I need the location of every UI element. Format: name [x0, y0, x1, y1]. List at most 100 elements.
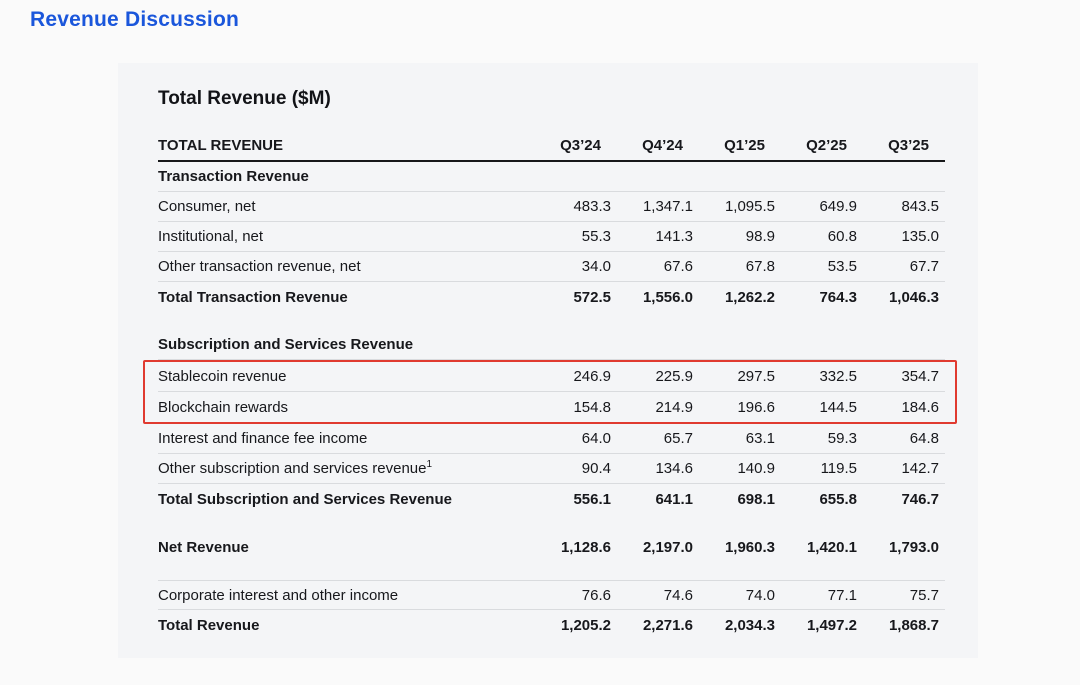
row-label: Total Revenue [158, 616, 260, 634]
row-label: Transaction Revenue [158, 168, 309, 185]
row-label: Total Subscription and Services Revenue [158, 490, 452, 508]
row-label: Other transaction revenue, net [158, 258, 361, 275]
value-cell: 134.6 [655, 460, 693, 477]
value-cell: 60.8 [827, 228, 857, 245]
value-cell: 297.5 [737, 368, 775, 385]
column-header-q3-25: Q3’25 [888, 136, 929, 154]
value-cell: 90.4 [581, 460, 611, 477]
value-cell: 2,271.6 [642, 616, 693, 634]
value-cell: 67.6 [663, 258, 693, 275]
value-cell: 154.8 [573, 398, 611, 416]
value-cell: 2,197.0 [642, 538, 693, 556]
value-cell: 698.1 [737, 490, 775, 508]
table-header-row: TOTAL REVENUE Q3’24 Q4’24 Q1’25 Q2’25 Q3… [158, 130, 945, 162]
value-cell: 649.9 [819, 198, 857, 215]
table-row: Total Subscription and Services Revenue 5… [158, 484, 945, 514]
row-label: Consumer, net [158, 198, 256, 215]
row-spacer [158, 312, 945, 330]
value-cell: 1,497.2 [806, 616, 857, 634]
value-cell: 655.8 [819, 490, 857, 508]
value-cell: 246.9 [573, 368, 611, 385]
value-cell: 764.3 [819, 288, 857, 306]
value-cell: 135.0 [901, 228, 939, 245]
value-cell: 59.3 [827, 430, 857, 447]
table-row: Net Revenue 1,128.6 2,197.0 1,960.3 1,420.1 1… [158, 532, 945, 562]
value-cell: 1,046.3 [888, 288, 939, 306]
value-cell: 140.9 [737, 460, 775, 477]
value-cell: 1,128.6 [560, 538, 611, 556]
value-cell: 144.5 [819, 398, 857, 416]
row-label: Subscription and Services Revenue [158, 336, 414, 353]
value-cell: 119.5 [820, 460, 857, 477]
value-cell: 572.5 [573, 288, 611, 306]
table-row: Subscription and Services Revenue [158, 330, 945, 360]
value-cell: 141.3 [655, 228, 693, 245]
value-cell: 332.5 [819, 368, 857, 385]
highlight-box: Stablecoin revenue 246.9 225.9 297.5 332.5 35… [143, 360, 957, 424]
value-cell: 77.1 [827, 586, 857, 604]
value-cell: 75.7 [909, 586, 939, 604]
value-cell: 53.5 [827, 258, 857, 275]
value-cell: 483.3 [573, 198, 611, 215]
table-row: Transaction Revenue [158, 162, 945, 192]
row-label: Other subscription and services revenue1 [158, 459, 433, 478]
value-cell: 1,095.5 [724, 198, 775, 215]
table-row: Blockchain rewards 154.8 214.9 196.6 144.5 18… [158, 392, 945, 422]
value-cell: 55.3 [581, 228, 611, 245]
table-row: Other transaction revenue, net 34.0 67.6 67… [158, 252, 945, 282]
table-row: Consumer, net 483.3 1,347.1 1,095.5 649.9 843… [158, 192, 945, 222]
row-label: Institutional, net [158, 228, 264, 245]
table-row: Other subscription and services revenue1… [158, 454, 945, 484]
value-cell: 1,868.7 [888, 616, 939, 634]
row-label: Total Transaction Revenue [158, 288, 348, 306]
value-cell: 67.8 [745, 258, 775, 275]
value-cell: 1,347.1 [642, 198, 693, 215]
revenue-table-panel: Total Revenue ($M) TOTAL REVENUE Q3’24 Q… [118, 63, 978, 658]
value-cell: 64.0 [581, 430, 611, 447]
value-cell: 1,960.3 [724, 538, 775, 556]
value-cell: 225.9 [655, 368, 693, 385]
value-cell: 34.0 [581, 258, 611, 275]
row-spacer [158, 562, 945, 580]
value-cell: 196.6 [737, 398, 775, 416]
value-cell: 63.1 [745, 430, 775, 447]
table-row: Institutional, net 55.3 141.3 98.9 60.8 135.0 [158, 222, 945, 252]
value-cell: 76.6 [581, 586, 611, 604]
table-row: Total Revenue 1,205.2 2,271.6 2,034.3 1,497.… [158, 610, 945, 640]
value-cell: 746.7 [901, 490, 939, 508]
value-cell: 214.9 [655, 398, 693, 416]
row-label: Blockchain rewards [158, 398, 289, 416]
value-cell: 67.7 [909, 258, 939, 275]
table-row: Interest and finance fee income 64.0 65.7 6… [158, 424, 945, 454]
value-cell: 64.8 [909, 430, 939, 447]
value-cell: 184.6 [901, 398, 939, 416]
value-cell: 1,262.2 [724, 288, 775, 306]
row-spacer [158, 514, 945, 532]
row-label: Stablecoin revenue [158, 368, 287, 385]
footnote-marker: 1 [426, 459, 433, 470]
value-cell: 1,556.0 [642, 288, 693, 306]
value-cell: 641.1 [655, 490, 693, 508]
row-label: Net Revenue [158, 538, 249, 556]
column-header-q3-24: Q3’24 [560, 136, 601, 154]
table-title: Total Revenue ($M) [158, 88, 331, 109]
value-cell: 98.9 [745, 228, 775, 245]
page-title: Revenue Discussion [30, 8, 240, 31]
table-row: Stablecoin revenue 246.9 225.9 297.5 332.5 35… [158, 362, 945, 392]
value-cell: 65.7 [663, 430, 693, 447]
table-row: Corporate interest and other income 76.6 7… [158, 580, 945, 610]
value-cell: 74.6 [663, 586, 693, 604]
value-cell: 1,793.0 [888, 538, 939, 556]
column-header-q2-25: Q2’25 [806, 136, 847, 154]
value-cell: 556.1 [573, 490, 611, 508]
value-cell: 74.0 [745, 586, 775, 604]
value-cell: 2,034.3 [724, 616, 775, 634]
value-cell: 1,205.2 [560, 616, 611, 634]
row-label: Interest and finance fee income [158, 430, 368, 447]
revenue-table-body: Transaction Revenue Consumer, net 483.3 1,3… [143, 162, 957, 640]
header-label: TOTAL REVENUE [158, 136, 284, 154]
value-cell: 843.5 [901, 198, 939, 215]
table-row: Total Transaction Revenue 572.5 1,556.0 1,2… [158, 282, 945, 312]
row-label: Corporate interest and other income [158, 586, 399, 604]
column-header-q1-25: Q1’25 [724, 136, 765, 154]
